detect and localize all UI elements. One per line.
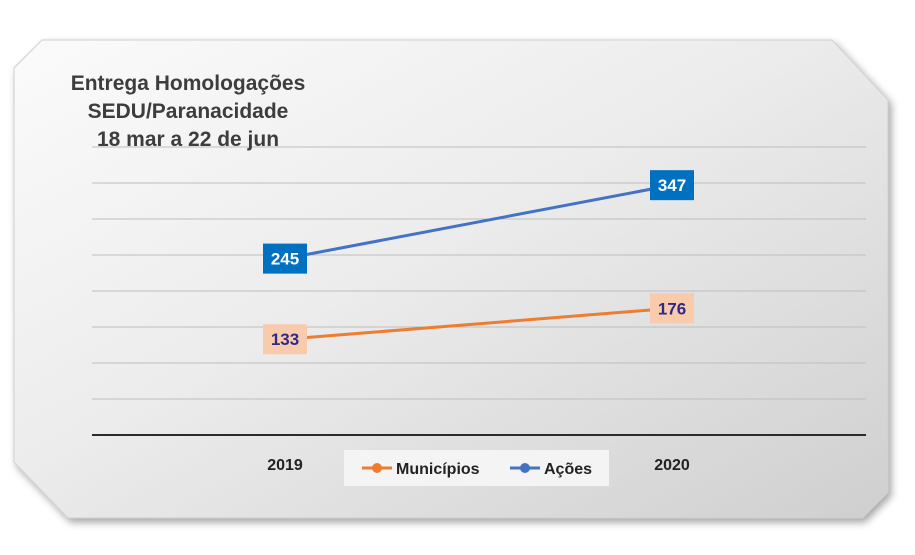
gridlines xyxy=(92,146,866,400)
chart-title-line-2: SEDU/Paranacidade xyxy=(88,100,289,123)
data-label-bg-acoes-2019 xyxy=(263,243,307,274)
x-tick-label-2019: 2019 xyxy=(267,457,303,474)
x-tick-label-2020: 2020 xyxy=(654,457,690,474)
legend-marker-municipios xyxy=(372,463,382,473)
data-label-municipios-2019: 133 xyxy=(271,330,299,349)
legend-marker-acoes xyxy=(520,463,530,473)
data-label-municipios-2020: 176 xyxy=(658,299,686,318)
legend-label-acoes: Ações xyxy=(544,461,592,478)
data-label-acoes-2020: 347 xyxy=(658,176,686,195)
data-label-acoes-2019: 245 xyxy=(271,250,299,269)
data-label-bg-municipios-2019 xyxy=(263,324,307,355)
legend: Municípios Ações xyxy=(344,450,609,486)
legend-label-municipios: Municípios xyxy=(396,461,480,478)
data-label-bg-acoes-2020 xyxy=(650,170,694,201)
chart-title-line-3: 18 mar a 22 de jun xyxy=(97,128,279,151)
chart-title-line-1: Entrega Homologações xyxy=(71,72,306,95)
series-line-municipios xyxy=(284,306,673,341)
data-label-bg-municipios-2020 xyxy=(650,293,694,324)
series-line-acoes xyxy=(284,183,673,261)
series-layer: 133 176 245 347 xyxy=(263,170,694,355)
